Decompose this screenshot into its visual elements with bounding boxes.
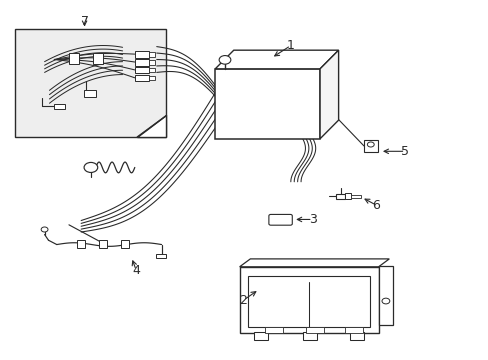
Polygon shape [320, 50, 338, 139]
Bar [156, 253, 166, 258]
Polygon shape [215, 50, 338, 69]
Text: 7: 7 [81, 15, 88, 28]
Bar [264, 327, 282, 333]
Circle shape [41, 227, 48, 232]
Bar [378, 266, 392, 325]
Bar [149, 60, 155, 64]
Bar [349, 332, 363, 339]
Bar [306, 327, 324, 333]
Bar [93, 53, 103, 64]
Text: 6: 6 [371, 199, 379, 212]
Bar [248, 276, 369, 327]
Bar [345, 327, 362, 333]
Polygon shape [239, 259, 388, 267]
Bar [15, 30, 166, 137]
Circle shape [84, 162, 98, 172]
Circle shape [366, 142, 373, 147]
Bar [149, 68, 155, 72]
Text: 4: 4 [132, 264, 140, 277]
Polygon shape [137, 116, 166, 137]
Bar [303, 332, 316, 339]
Bar [77, 240, 85, 248]
Bar [335, 194, 344, 199]
Bar [149, 52, 155, 57]
Bar [135, 51, 149, 58]
Bar [135, 75, 149, 81]
Bar [69, 53, 79, 64]
Bar [344, 193, 350, 199]
Circle shape [219, 55, 230, 64]
Bar [135, 59, 149, 66]
Bar [239, 267, 378, 333]
Bar [254, 332, 267, 339]
Bar [121, 240, 129, 248]
Bar [215, 69, 320, 139]
Text: 3: 3 [308, 213, 316, 226]
Bar [99, 240, 107, 248]
Bar [135, 67, 149, 73]
Text: 5: 5 [401, 145, 408, 158]
Circle shape [381, 298, 389, 304]
Text: 1: 1 [286, 39, 294, 52]
Bar [149, 76, 155, 80]
Bar [83, 90, 96, 97]
Text: 2: 2 [239, 294, 247, 307]
FancyBboxPatch shape [268, 215, 292, 225]
Bar [363, 140, 377, 152]
Bar [54, 104, 65, 109]
Bar [350, 195, 360, 198]
